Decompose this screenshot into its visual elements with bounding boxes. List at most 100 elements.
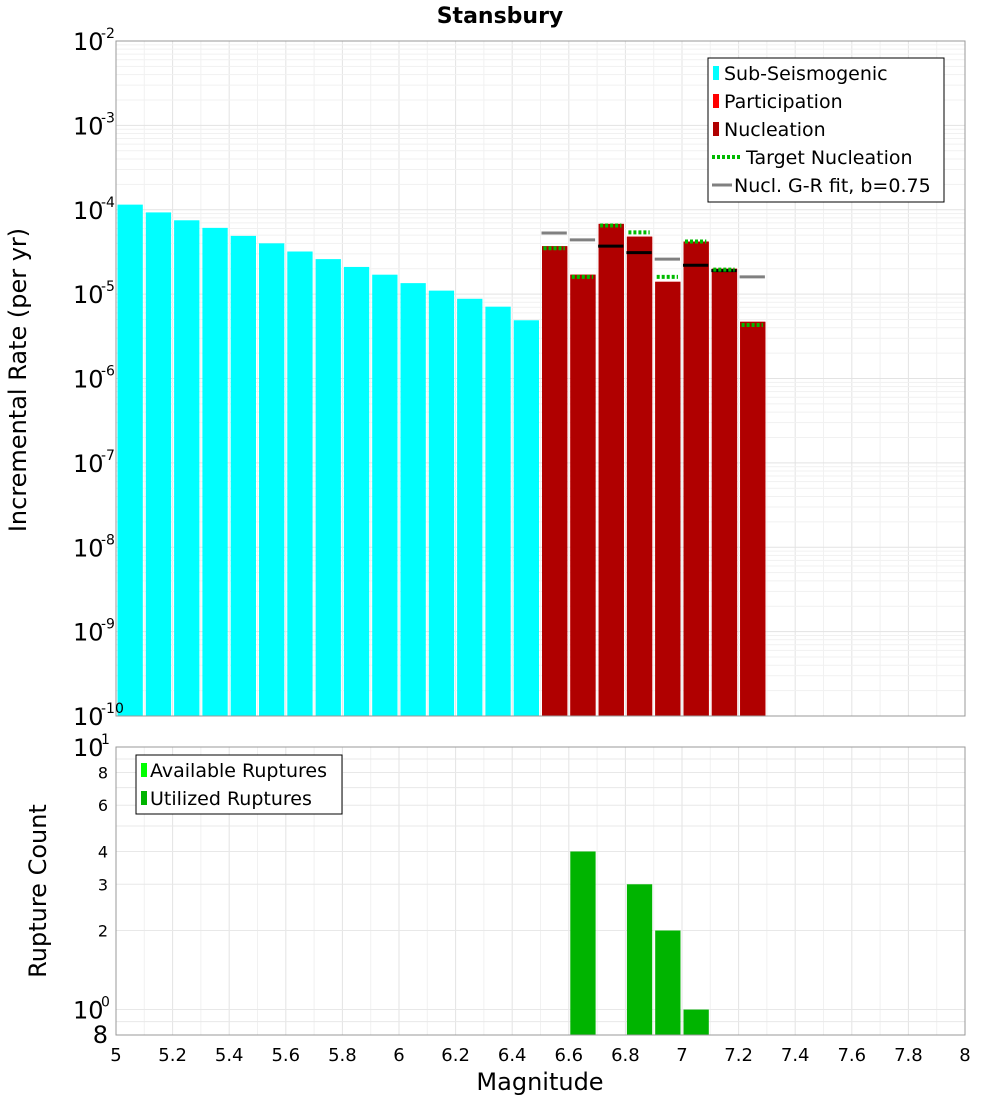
x-tick-label: 5	[110, 1045, 121, 1066]
y-tick-value: 6	[98, 796, 108, 815]
bar-nucleation	[655, 281, 681, 716]
x-tick-label: 7.6	[837, 1045, 866, 1066]
x-tick-labels: 5 5.2 5.4 5.6 5.8 6 6.2 6.4 6.6 6.8 7 7.2 7.4 7.6 7.8 8	[110, 1045, 970, 1066]
rate-bars	[117, 204, 766, 717]
count-bars	[570, 851, 709, 1035]
y-tick-base: 10	[73, 366, 104, 394]
y-tick-label: 8	[98, 763, 108, 782]
bar-sub-seismogenic	[343, 266, 370, 716]
bar-sub-seismogenic	[202, 227, 228, 716]
y-tick-value: 3	[98, 875, 108, 894]
legend-label-gr-fit: Nucl. G-R fit, b=0.75	[734, 175, 931, 197]
legend-label-participation: Participation	[724, 91, 843, 113]
y-tick-exponent: -2	[101, 26, 115, 42]
y-tick-base: 10	[73, 703, 104, 731]
bar-sub-seismogenic	[457, 298, 483, 716]
y-tick-label: 10-6	[73, 364, 115, 394]
y-tick-base: 10	[73, 619, 104, 647]
y-tick-exponent: 0	[101, 995, 110, 1011]
rate-line-marks	[541, 223, 765, 328]
x-tick-label: 8	[959, 1045, 970, 1066]
rate-grid	[115, 41, 966, 717]
y-tick-value: 4	[98, 842, 108, 861]
legend-label-sub-seismogenic: Sub-Seismogenic	[724, 63, 888, 85]
rate-y-tick-labels: 10-210-310-410-510-610-710-810-910-10	[73, 26, 124, 731]
bar-sub-seismogenic	[230, 235, 256, 716]
y-tick-label: 2	[98, 922, 108, 941]
bar-nucleation	[683, 241, 709, 717]
legend-swatch-available-ruptures	[141, 763, 147, 777]
legend-label-nucleation: Nucleation	[724, 119, 826, 141]
y-tick-base: 10	[73, 534, 104, 562]
count-y-axis-label: Rupture Count	[24, 804, 52, 978]
y-tick-label: 10-2	[73, 26, 115, 56]
y-tick-label: 8	[93, 1021, 108, 1049]
bar-sub-seismogenic	[485, 306, 511, 716]
x-tick-label: 5.4	[215, 1045, 244, 1066]
y-tick-exponent: -3	[101, 110, 115, 126]
legend-swatch-nucleation	[713, 122, 719, 136]
count-legend-box	[135, 754, 343, 815]
bar-utilized-ruptures	[683, 1009, 709, 1035]
y-tick-base: 10	[73, 281, 104, 309]
y-tick-base: 10	[73, 28, 104, 56]
rate-plot-border	[115, 40, 966, 717]
y-tick-exponent: -6	[101, 364, 115, 380]
y-tick-value: 8	[98, 763, 108, 782]
y-tick-label: 3	[98, 875, 108, 894]
y-tick-label: 4	[98, 842, 108, 861]
x-tick-label: 5.8	[328, 1045, 357, 1066]
bar-sub-seismogenic	[174, 220, 200, 717]
x-tick-label: 7.4	[781, 1045, 810, 1066]
x-tick-label: 6.2	[441, 1045, 470, 1066]
y-tick-label: 10-8	[73, 532, 115, 562]
bar-utilized-ruptures	[626, 884, 653, 1035]
legend-label-available-ruptures: Available Ruptures	[150, 760, 327, 782]
y-tick-base: 10	[73, 197, 104, 225]
y-tick-label: 10-5	[73, 279, 115, 309]
y-tick-label: 10-10	[73, 701, 124, 731]
bar-sub-seismogenic	[400, 283, 426, 716]
legend-swatch-utilized-ruptures	[141, 791, 147, 805]
y-tick-exponent: -5	[101, 279, 115, 295]
bar-sub-seismogenic	[315, 259, 341, 716]
y-tick-label: 10-9	[73, 617, 115, 647]
bar-nucleation	[542, 246, 568, 716]
count-plot-border	[115, 746, 966, 1036]
y-tick-exponent: 1	[101, 732, 110, 748]
bar-nucleation	[711, 268, 738, 716]
y-tick-label: 10-4	[73, 195, 115, 225]
legend-label-utilized-ruptures: Utilized Ruptures	[150, 788, 312, 810]
y-tick-value: 8	[93, 1021, 108, 1049]
y-tick-label: 10-3	[73, 110, 115, 140]
bar-sub-seismogenic	[372, 274, 398, 716]
rate-legend-box	[707, 57, 945, 203]
bar-nucleation	[598, 223, 624, 716]
x-tick-label: 6.6	[554, 1045, 583, 1066]
bar-sub-seismogenic	[287, 251, 313, 716]
rate-panel: 10-210-310-410-510-610-710-810-910-10 In…	[4, 26, 966, 731]
bar-nucleation	[626, 236, 653, 716]
bar-nucleation	[740, 321, 766, 716]
bar-nucleation	[570, 274, 596, 716]
legend-swatch-sub-seismogenic	[713, 66, 719, 80]
y-tick-label: 101	[73, 732, 110, 762]
bar-utilized-ruptures	[655, 930, 681, 1035]
count-legend: Available Ruptures Utilized Ruptures	[135, 754, 343, 815]
bar-utilized-ruptures	[570, 851, 596, 1035]
x-axis-label: Magnitude	[476, 1068, 603, 1096]
x-tick-label: 5.6	[271, 1045, 300, 1066]
legend-swatch-participation	[713, 94, 719, 108]
y-tick-base: 10	[73, 734, 104, 762]
bar-sub-seismogenic	[259, 243, 285, 717]
y-tick-exponent: -10	[101, 701, 124, 717]
bar-sub-seismogenic	[145, 212, 172, 717]
bar-sub-seismogenic	[513, 320, 539, 716]
y-tick-label: 10-7	[73, 448, 115, 478]
x-tick-label: 6.8	[611, 1045, 640, 1066]
x-tick-label: 7	[676, 1045, 687, 1066]
x-tick-label: 6	[393, 1045, 404, 1066]
legend-label-target-nucleation: Target Nucleation	[745, 147, 913, 169]
